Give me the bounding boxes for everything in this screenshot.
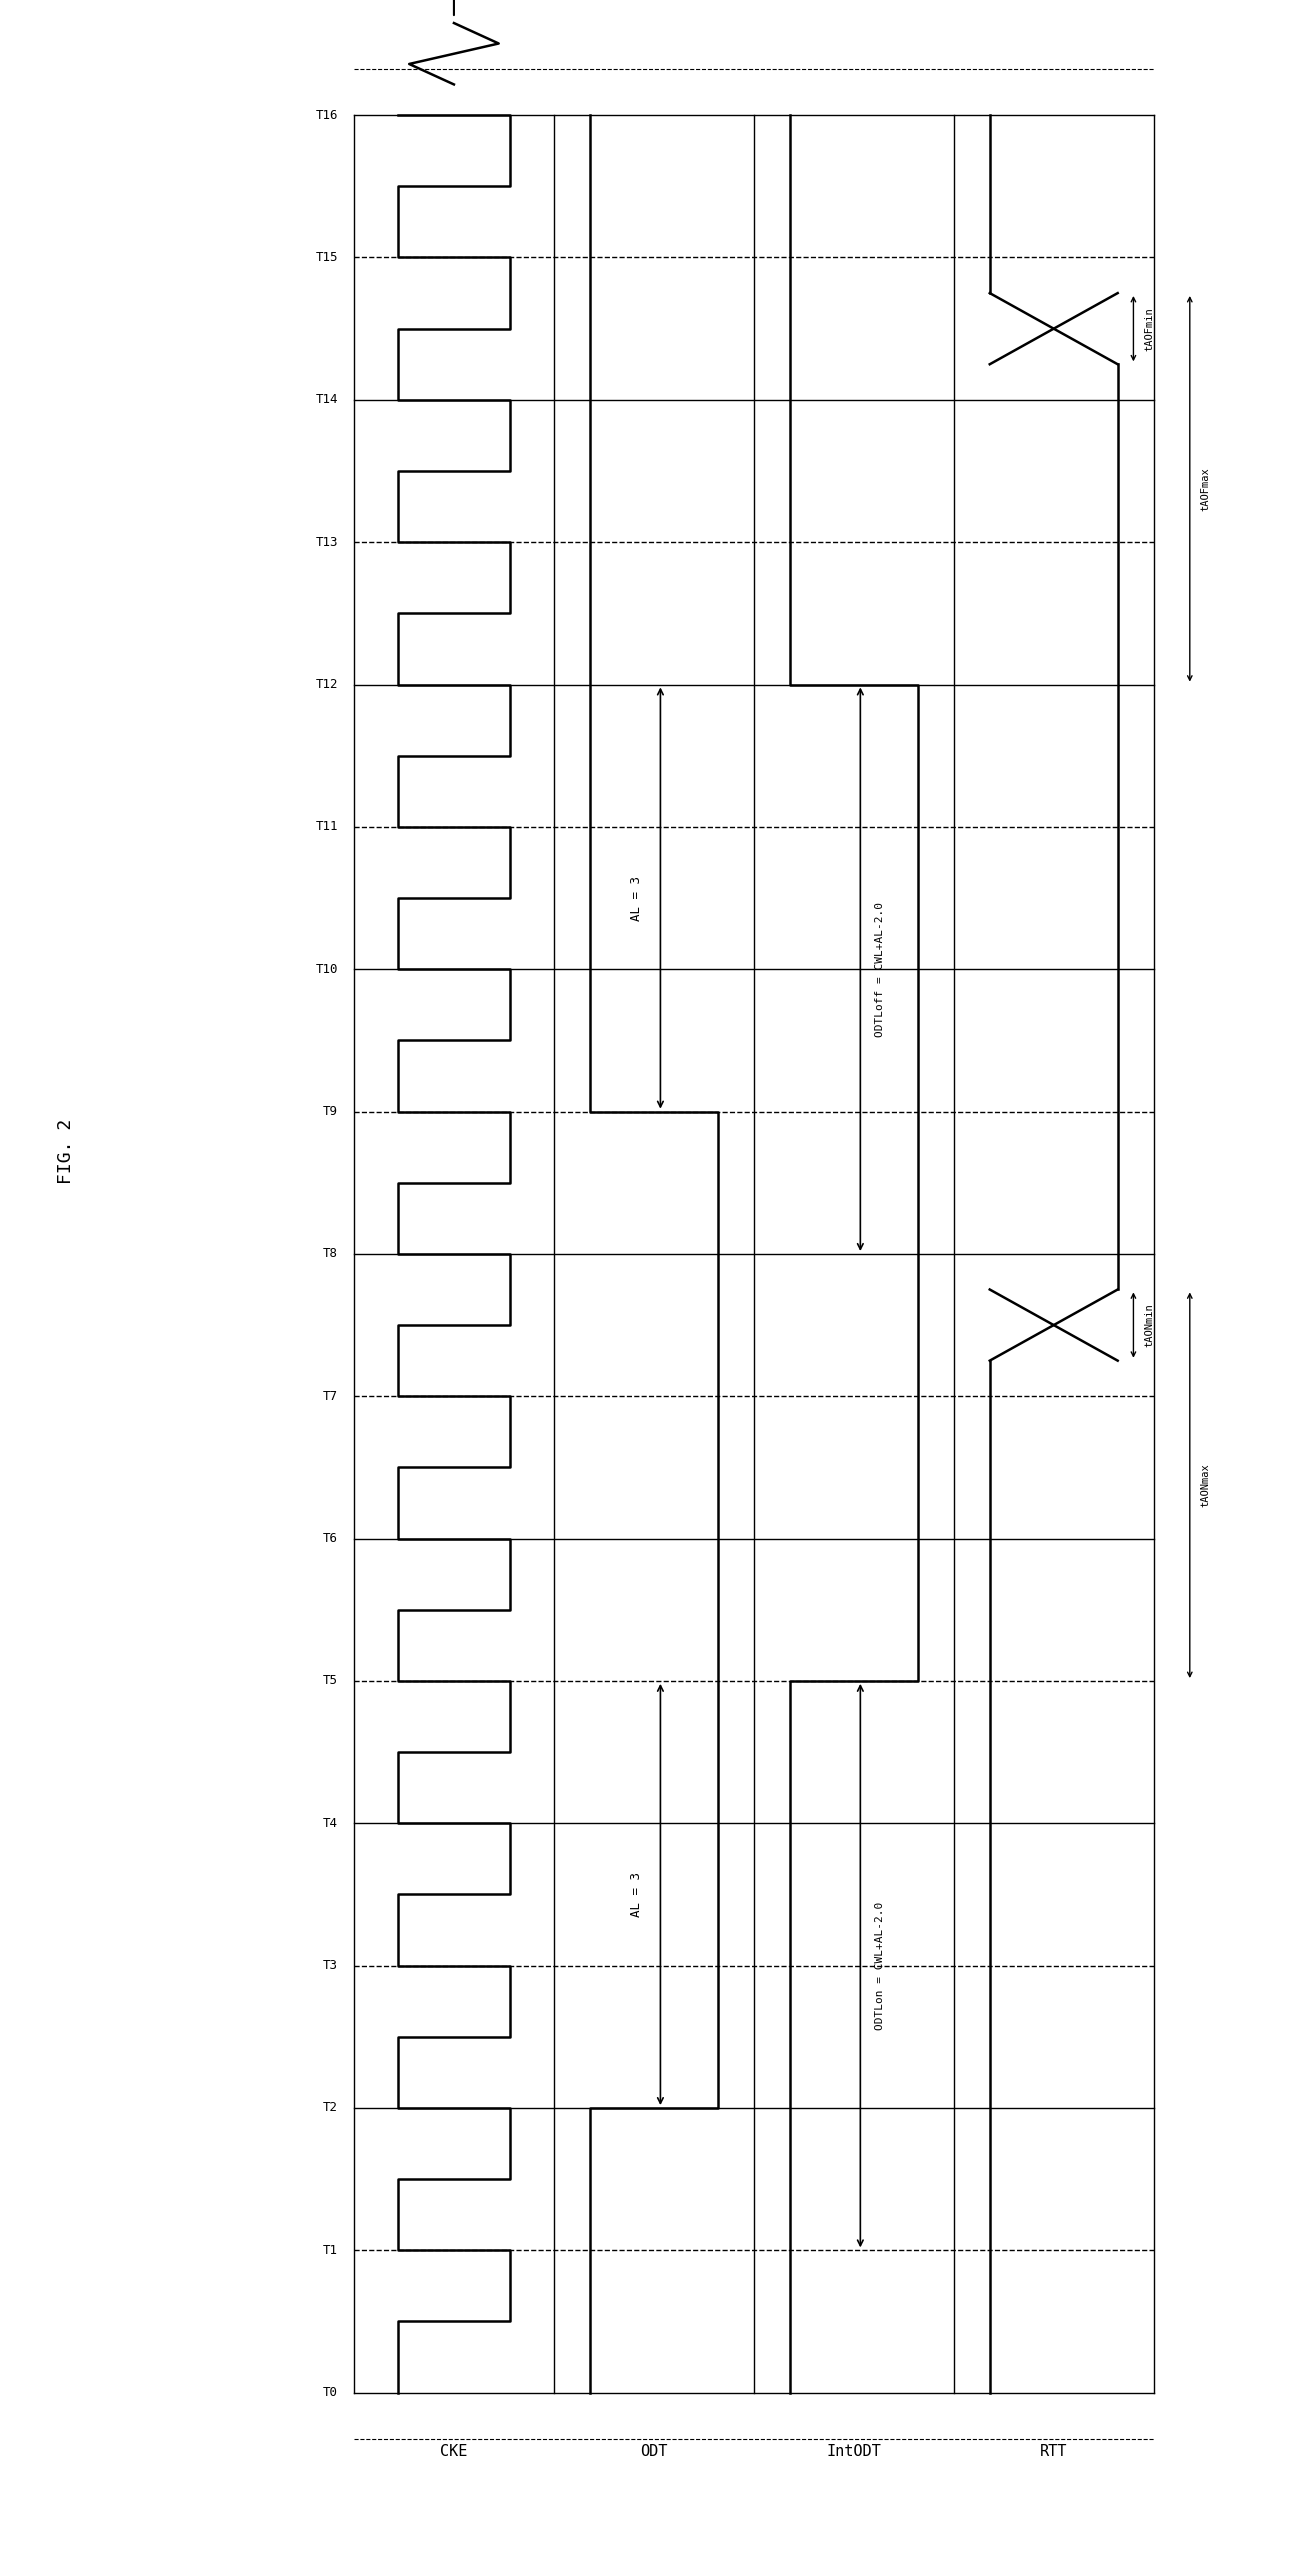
- Text: T8: T8: [324, 1246, 338, 1262]
- Text: ODTLoff = CWL+AL-2.0: ODTLoff = CWL+AL-2.0: [874, 901, 885, 1036]
- Text: T11: T11: [316, 821, 338, 834]
- Text: T5: T5: [324, 1674, 338, 1686]
- Text: T0: T0: [324, 2385, 338, 2400]
- Text: T2: T2: [324, 2101, 338, 2114]
- Text: tAONmax: tAONmax: [1201, 1464, 1210, 1507]
- Text: T10: T10: [316, 962, 338, 975]
- Text: ODT: ODT: [640, 2444, 667, 2459]
- Text: T7: T7: [324, 1390, 338, 1402]
- Text: T14: T14: [316, 394, 338, 407]
- Text: RTT: RTT: [1040, 2444, 1067, 2459]
- Text: tAONmin: tAONmin: [1145, 1303, 1154, 1346]
- Text: T16: T16: [316, 107, 338, 123]
- Text: T4: T4: [324, 1817, 338, 1830]
- Text: AL = 3: AL = 3: [631, 875, 644, 921]
- Text: T12: T12: [316, 678, 338, 691]
- Text: tAOFmax: tAOFmax: [1201, 466, 1210, 512]
- Text: T6: T6: [324, 1533, 338, 1546]
- Text: AL = 3: AL = 3: [631, 1873, 644, 1917]
- Text: CKE: CKE: [440, 2444, 468, 2459]
- Text: T15: T15: [316, 251, 338, 264]
- Text: ODTLon = CWL+AL-2.0: ODTLon = CWL+AL-2.0: [874, 1901, 885, 2029]
- Text: IntODT: IntODT: [826, 2444, 881, 2459]
- Text: FIG. 2: FIG. 2: [56, 1118, 75, 1185]
- Text: T3: T3: [324, 1960, 338, 1973]
- Text: T9: T9: [324, 1105, 338, 1118]
- Text: T13: T13: [316, 535, 338, 548]
- Text: T1: T1: [324, 2244, 338, 2257]
- Text: tAOFmin: tAOFmin: [1145, 307, 1154, 351]
